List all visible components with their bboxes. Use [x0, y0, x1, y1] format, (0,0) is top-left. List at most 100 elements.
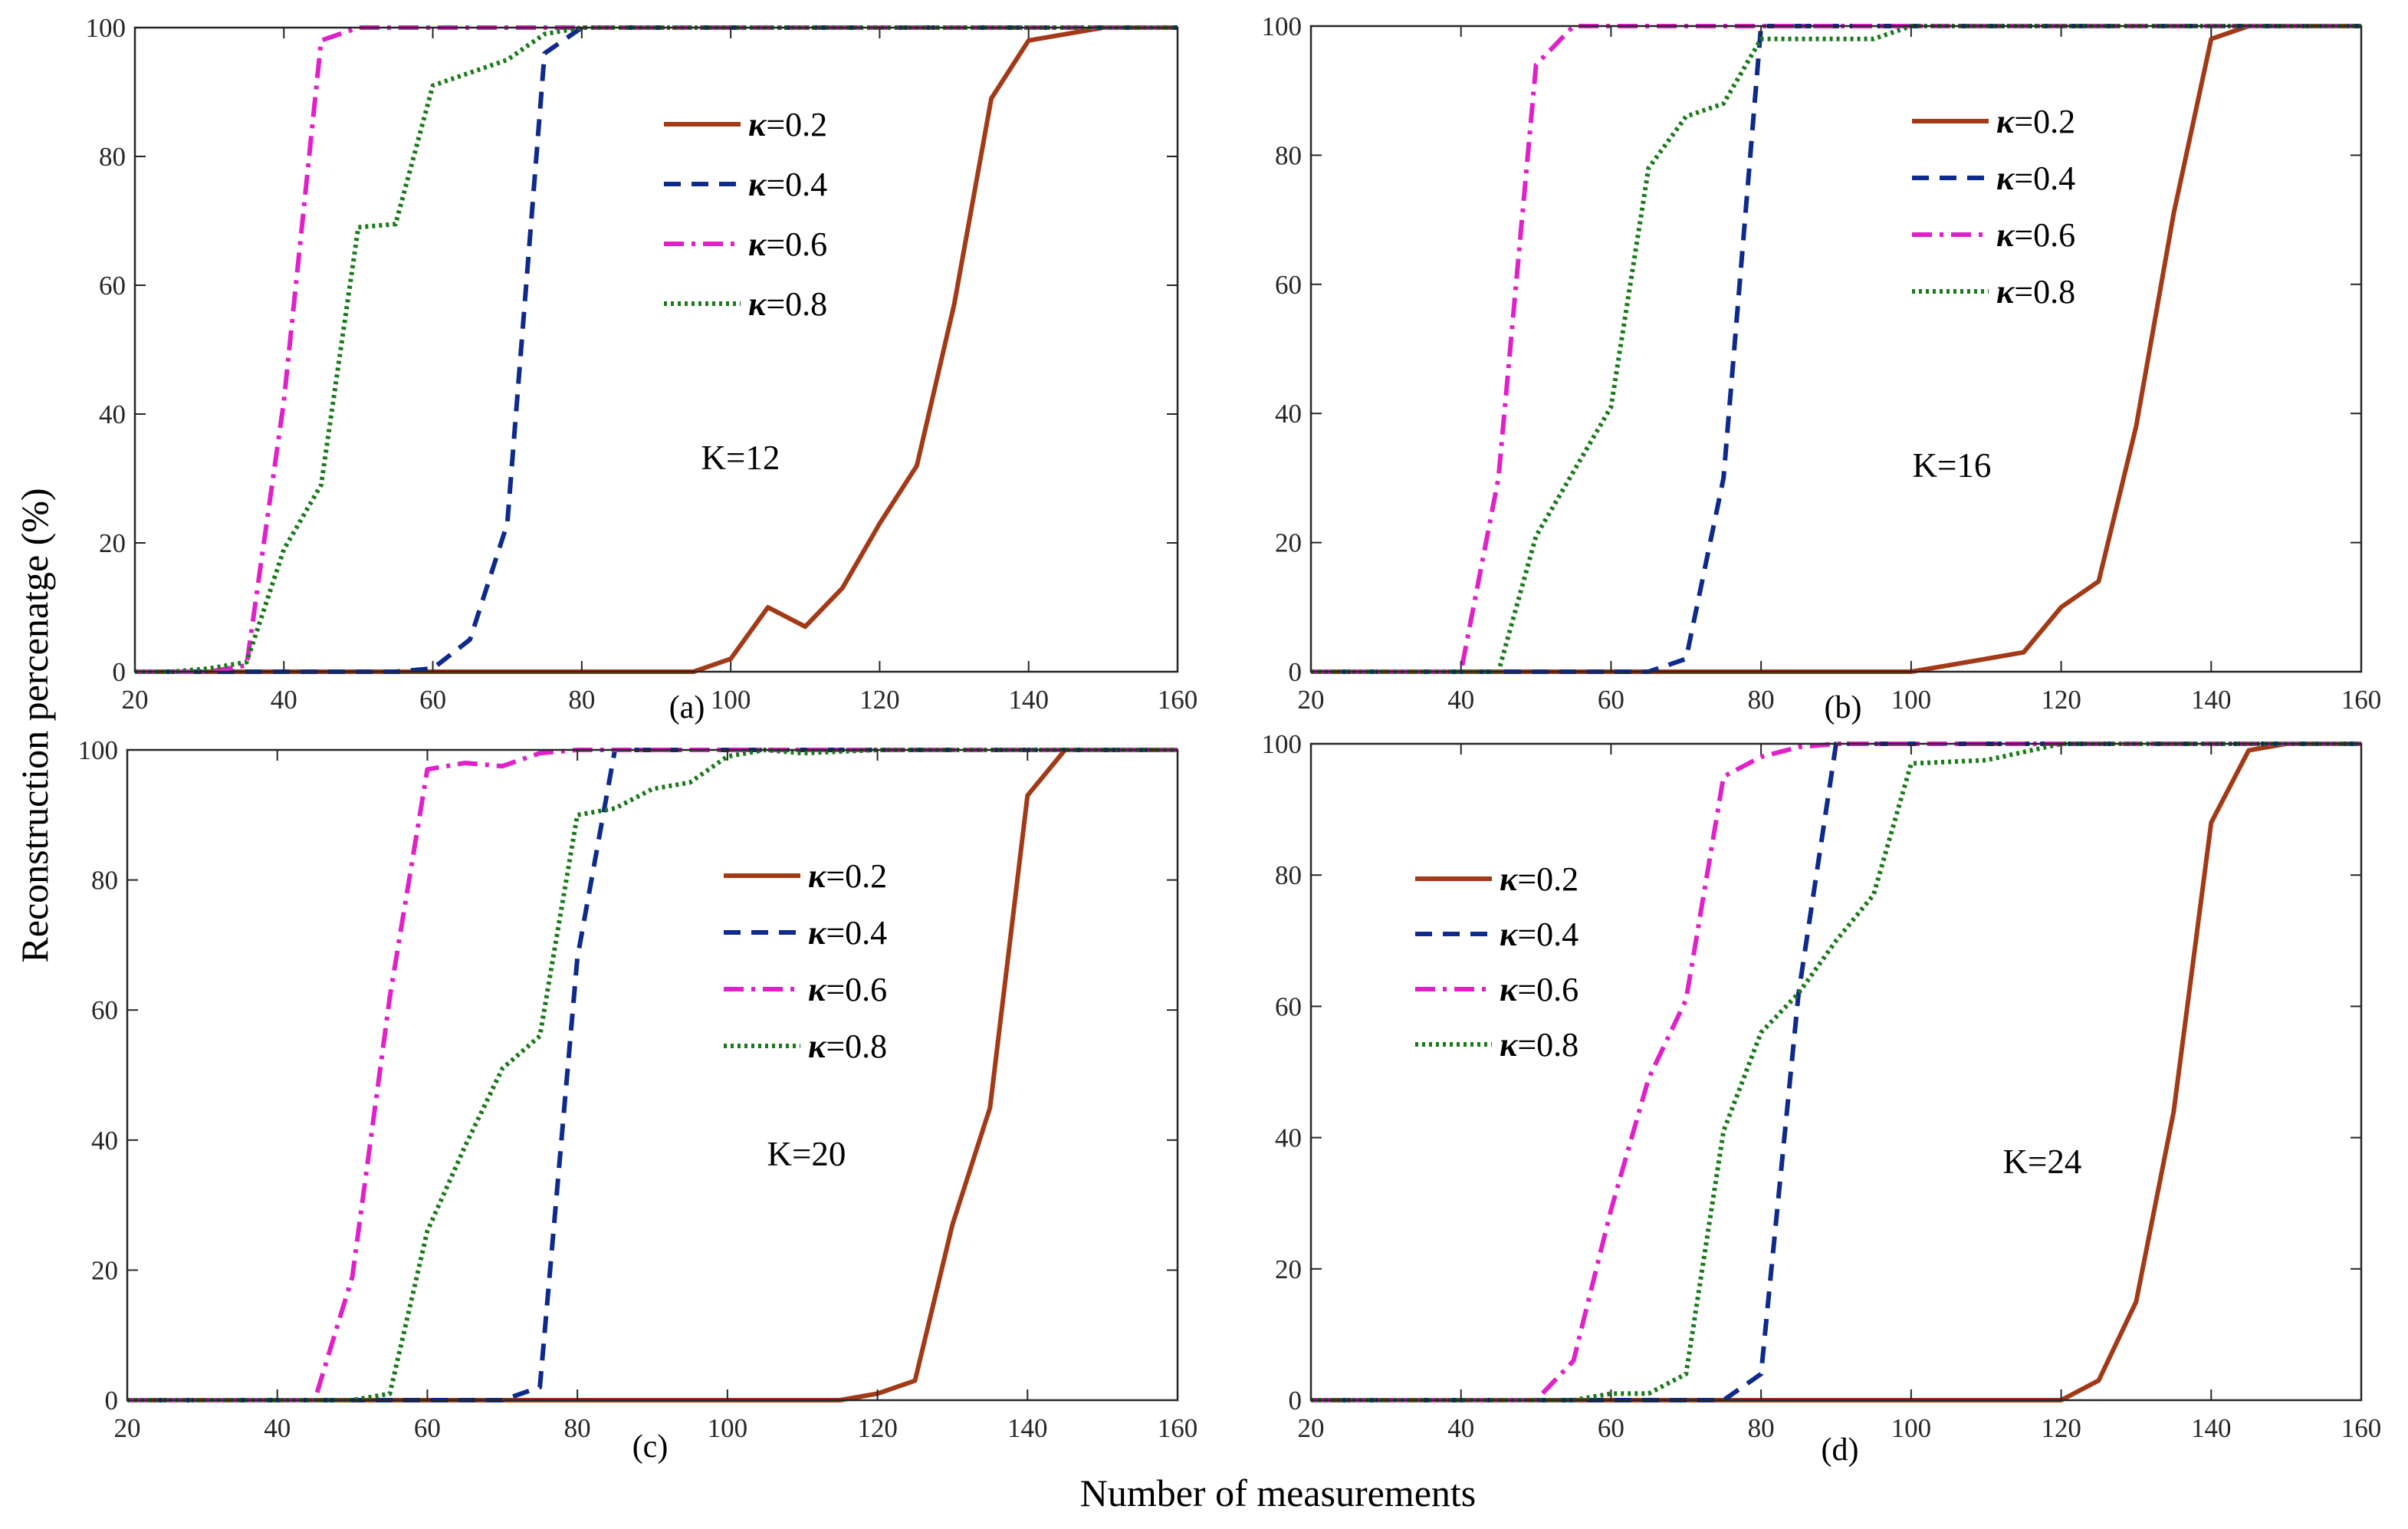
x-tick-label: 60 — [414, 1413, 441, 1443]
legend-value: =0.4 — [766, 166, 827, 203]
y-tick-label: 60 — [99, 271, 126, 301]
legend: κ=0.2κ=0.4κ=0.6κ=0.8 — [664, 106, 827, 323]
x-tick-label: 20 — [1298, 1413, 1325, 1443]
x-tick-label: 100 — [1891, 685, 1932, 715]
legend-value: =0.4 — [2014, 159, 2075, 197]
legend-symbol: κ — [1500, 860, 1519, 898]
x-tick-label: 60 — [1598, 1413, 1624, 1443]
legend-symbol: κ — [808, 857, 827, 895]
annotation-k: K=16 — [1913, 446, 1992, 485]
plot-frame — [1309, 25, 2363, 673]
x-tick-label: 140 — [1008, 685, 1049, 715]
legend: κ=0.2κ=0.4κ=0.6κ=0.8 — [724, 857, 887, 1065]
x-tick-label: 20 — [1298, 685, 1325, 715]
legend-value: =0.2 — [1517, 860, 1579, 898]
x-tick-label: 80 — [568, 685, 595, 715]
legend-symbol: κ — [1500, 1026, 1519, 1064]
x-tick-label: 120 — [857, 1413, 898, 1443]
y-tick-label: 20 — [91, 1255, 118, 1285]
x-tick-label: 160 — [1158, 1413, 1198, 1443]
legend-entry: κ=0.4 — [1996, 159, 2075, 197]
legend-entry: κ=0.8 — [1996, 273, 2075, 311]
legend-symbol: κ — [748, 285, 767, 323]
panel-b: 20 40 60 80 100 120 140 160020406080100(b)K=16κ… — [1262, 12, 2382, 725]
legend-entry: κ=0.6 — [748, 225, 827, 263]
y-tick-label: 80 — [1275, 860, 1302, 890]
y-tick-label: 100 — [86, 13, 126, 43]
panel-label: (b) — [1825, 690, 1862, 725]
annotation-k: K=12 — [701, 439, 780, 477]
panel-label: (c) — [632, 1429, 669, 1465]
legend-symbol: κ — [808, 1028, 827, 1065]
x-tick-label: 40 — [264, 1413, 291, 1443]
x-tick-label: 160 — [1158, 685, 1198, 715]
y-tick-label: 0 — [113, 657, 126, 687]
legend-entry: κ=0.4 — [748, 166, 827, 203]
legend: κ=0.2κ=0.4κ=0.6κ=0.8 — [1415, 860, 1579, 1064]
y-tick-label: 40 — [1275, 399, 1302, 429]
annotation-k: K=24 — [2003, 1143, 2082, 1181]
x-tick-label: 40 — [1447, 1413, 1474, 1443]
legend-symbol: κ — [1996, 103, 2015, 140]
legend-symbol: κ — [1500, 916, 1519, 953]
y-tick-label: 40 — [91, 1126, 118, 1156]
series-line-dotted — [127, 748, 1178, 1402]
legend-symbol: κ — [808, 914, 827, 952]
plot-frame — [133, 26, 1179, 673]
panel-c: 20 40 60 80 100 120 140 160020406080100(c)K=20κ… — [78, 735, 1198, 1465]
y-tick-label: 80 — [91, 866, 118, 896]
legend-symbol: κ — [1996, 159, 2015, 197]
y-tick-label: 80 — [1275, 140, 1302, 170]
y-tick-label: 100 — [78, 735, 119, 765]
legend-symbol: κ — [748, 106, 767, 143]
panel-label: (a) — [669, 690, 705, 725]
legend-symbol: κ — [1996, 216, 2015, 254]
legend-symbol: κ — [1996, 273, 2015, 311]
x-tick-label: 160 — [2341, 685, 2382, 715]
x-tick-label: 80 — [564, 1413, 591, 1443]
panel-a: 20 40 60 80 100 120 140 160020406080100(a)K=12κ… — [86, 13, 1198, 725]
legend-value: =0.2 — [826, 857, 887, 895]
plot-area — [127, 750, 1178, 1400]
y-tick-label: 60 — [1275, 991, 1302, 1021]
panel-d: 20 40 60 80 100 120 140 160020406080100(d)K=24κ… — [1262, 729, 2382, 1468]
y-tick-label: 60 — [1275, 270, 1302, 300]
x-tick-label: 160 — [2341, 1413, 2382, 1443]
y-tick-label: 0 — [1289, 657, 1303, 687]
legend-value: =0.4 — [1517, 916, 1579, 953]
x-tick-label: 140 — [2191, 1413, 2232, 1443]
x-tick-label: 80 — [1748, 685, 1775, 715]
legend-value: =0.8 — [2014, 273, 2075, 311]
series-line-dotted — [1311, 741, 2361, 1402]
x-axis-title: Number of measurements — [1080, 1471, 1477, 1514]
x-tick-label: 100 — [708, 1413, 748, 1443]
plot-frame — [126, 748, 1179, 1402]
legend-value: =0.4 — [826, 914, 887, 952]
legend-entry: κ=0.4 — [1500, 916, 1579, 953]
legend-value: =0.2 — [766, 106, 827, 143]
legend-value: =0.8 — [1517, 1026, 1579, 1064]
y-tick-label: 80 — [99, 142, 126, 172]
legend-entry: κ=0.2 — [1996, 103, 2075, 140]
x-tick-label: 80 — [1748, 1413, 1775, 1443]
x-tick-label: 100 — [1891, 1413, 1932, 1443]
legend-entry: κ=0.8 — [748, 285, 827, 323]
plot-area — [135, 28, 1178, 672]
x-tick-label: 20 — [114, 1413, 141, 1443]
legend-symbol: κ — [748, 225, 767, 263]
y-axis-title: Reconstruction percenatge (%) — [13, 488, 56, 962]
legend-value: =0.6 — [2014, 216, 2075, 254]
legend: κ=0.2κ=0.4κ=0.6κ=0.8 — [1912, 103, 2075, 311]
panel-label: (d) — [1822, 1432, 1859, 1468]
plot-frame — [1309, 742, 2363, 1402]
legend-symbol: κ — [748, 166, 767, 203]
legend-entry: κ=0.6 — [1996, 216, 2075, 254]
y-tick-label: 60 — [91, 995, 118, 1025]
plot-area — [1311, 26, 2361, 672]
x-tick-label: 140 — [1007, 1413, 1048, 1443]
x-tick-label: 20 — [122, 685, 149, 715]
legend-entry: κ=0.8 — [808, 1028, 887, 1065]
y-tick-label: 40 — [99, 400, 126, 429]
y-tick-label: 0 — [1289, 1386, 1303, 1416]
